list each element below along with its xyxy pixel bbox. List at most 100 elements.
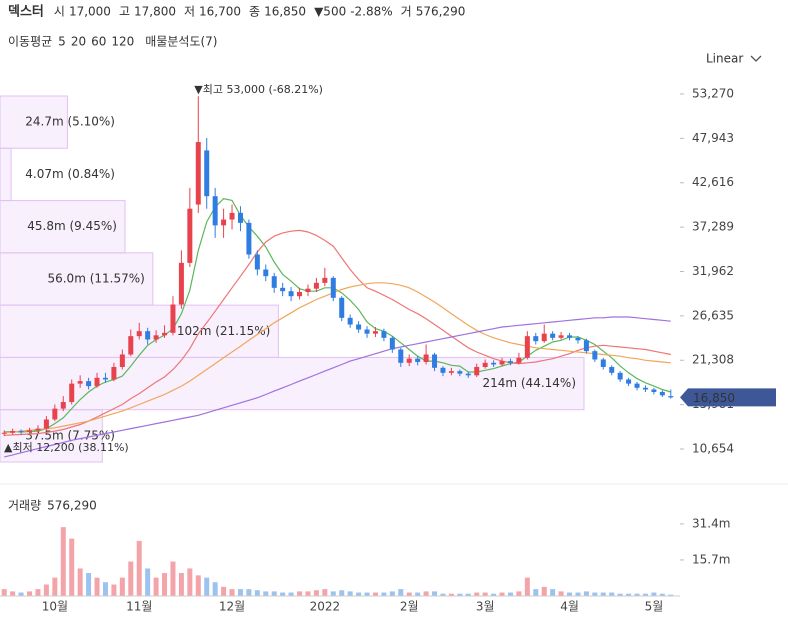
legend-entry: 20: [71, 35, 86, 49]
volume-bar: [583, 591, 589, 596]
candle-body: [330, 277, 336, 298]
candle-body: [499, 361, 505, 365]
volume-bar: [389, 591, 395, 596]
candle-body: [592, 351, 598, 360]
volume-bar: [626, 593, 632, 596]
candle-body: [18, 431, 24, 433]
volume-bar: [482, 592, 488, 596]
volume-bar: [94, 577, 100, 596]
field-label: 저: [184, 5, 195, 19]
volume-bar: [204, 577, 210, 596]
candle-body: [524, 336, 530, 358]
volume-total: 576,290: [47, 499, 97, 513]
volume-bar: [162, 573, 168, 596]
candle-body: [381, 331, 387, 338]
volume-bar: [372, 592, 378, 596]
volume-bar: [339, 590, 345, 596]
volume-bar: [86, 573, 92, 596]
field-value: 576,290: [416, 5, 466, 19]
volume-bar: [10, 591, 16, 596]
volume-bar: [592, 592, 598, 596]
candle-body: [162, 332, 168, 336]
x-tick-label: 12월: [219, 600, 245, 614]
field-value: 16,850: [264, 5, 306, 19]
candle-body: [389, 337, 395, 350]
candle-body: [668, 396, 674, 398]
candle-body: [432, 354, 438, 368]
volume-bar: [474, 592, 480, 596]
candle-body: [128, 336, 134, 355]
low-annotation: ▲최저 12,200 (38.11%): [4, 441, 129, 454]
volume-bar: [254, 590, 260, 596]
volume-bar: [465, 593, 471, 596]
candle-body: [634, 383, 640, 388]
candle-body: [617, 372, 623, 380]
volume-bar: [221, 586, 227, 596]
legend-entry: 120: [111, 35, 134, 49]
volume-bar: [145, 568, 151, 596]
field-label: 고: [119, 5, 130, 19]
candle-body: [254, 254, 260, 270]
volume-bar: [457, 593, 463, 596]
volume-bar: [43, 584, 49, 596]
volume-bar: [77, 568, 83, 596]
candle-body: [136, 331, 142, 337]
candle-body: [229, 212, 235, 220]
field-value: 17,800: [134, 5, 176, 19]
volume-bar: [491, 593, 497, 596]
volume-bar: [499, 592, 505, 596]
volume-profile-label: 24.7m (5.10%): [25, 115, 115, 129]
volume-profile-label: 214m (44.14%): [482, 376, 576, 390]
candle-body: [609, 366, 615, 373]
y-tick-label: 47,943: [692, 131, 734, 145]
candle-body: [69, 383, 75, 402]
candle-body: [204, 150, 210, 197]
volume-bar: [128, 561, 134, 596]
volume-bar: [111, 584, 117, 596]
volume-bar: [659, 593, 665, 596]
volume-bar: [212, 582, 218, 596]
volume-bar: [69, 538, 75, 596]
volume-bar: [288, 592, 294, 596]
candle-body: [516, 357, 522, 363]
volume-bar: [567, 592, 573, 596]
candle-body: [583, 340, 589, 352]
volume-bar: [170, 561, 176, 596]
price-change: ▼500: [314, 5, 346, 19]
candle-body: [280, 287, 286, 292]
scale-toggle[interactable]: Linear: [706, 52, 743, 66]
y-tick-label: 31,962: [692, 264, 734, 278]
volume-bar: [398, 589, 404, 596]
candle-body: [567, 335, 573, 338]
candle-body: [170, 304, 176, 333]
field-label: 거: [401, 5, 412, 19]
volume-bar: [533, 589, 539, 596]
candle-body: [415, 358, 421, 362]
candle-body: [600, 359, 606, 367]
candle-body: [297, 292, 303, 297]
x-tick-label: 5월: [645, 600, 664, 614]
candle-body: [119, 354, 125, 367]
candle-body: [398, 349, 404, 363]
stock-name: 덱스터: [8, 4, 44, 20]
y-tick-label: 26,635: [692, 308, 734, 322]
x-tick-label: 2월: [400, 600, 419, 614]
candle-body: [35, 428, 41, 431]
field-value: 17,000: [69, 5, 111, 19]
x-tick-label: 2022: [310, 600, 341, 614]
dropdown-icon: [750, 55, 762, 62]
volume-profile-label: 4.07m (0.84%): [25, 167, 115, 181]
candle-body: [550, 333, 556, 338]
candle-body: [288, 291, 294, 297]
candle-body: [94, 377, 100, 387]
volume-bar: [541, 586, 547, 596]
volume-bar: [347, 591, 353, 596]
candle-body: [356, 324, 362, 330]
candle-body: [659, 391, 665, 396]
candle-body: [457, 371, 463, 374]
volume-bar: [600, 592, 606, 596]
volume-bar: [406, 592, 412, 596]
volume-profile-bar: [0, 147, 12, 202]
candle-body: [212, 196, 218, 226]
volume-profile-bar: [0, 200, 126, 254]
